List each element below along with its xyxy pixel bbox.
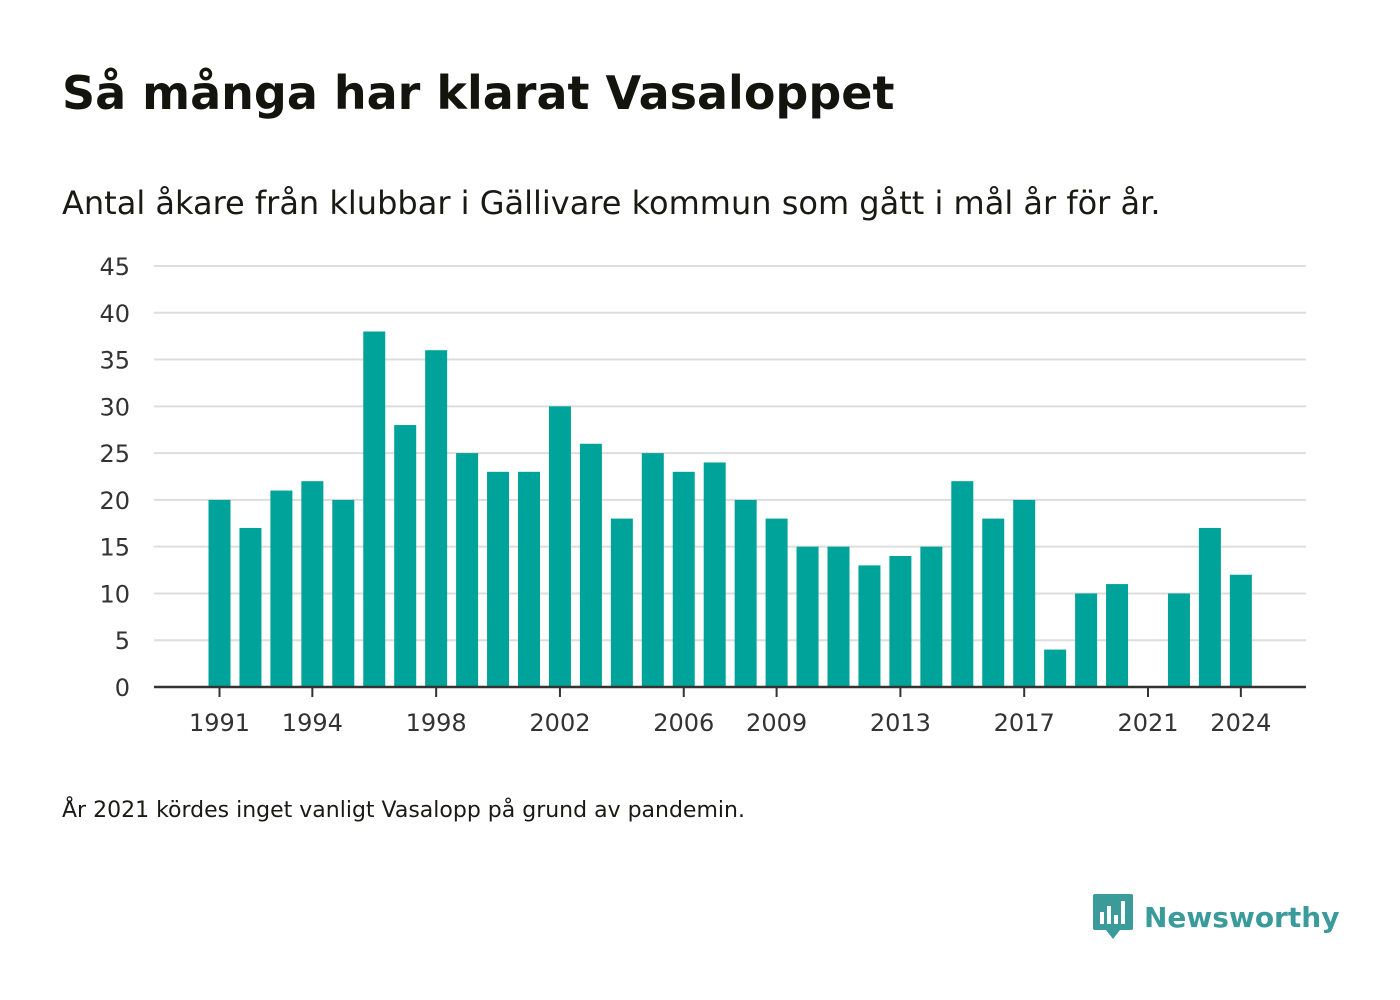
bar-2018	[1044, 649, 1067, 687]
bar-2002	[548, 406, 571, 687]
bar-2022	[1167, 593, 1190, 687]
x-tick-label: 2017	[994, 709, 1055, 737]
y-tick-label: 0	[115, 674, 130, 702]
bar-2009	[765, 518, 788, 687]
bar-1999	[456, 453, 479, 687]
bar-1996	[363, 331, 386, 687]
x-tick-label: 2013	[870, 709, 931, 737]
bar-2010	[796, 546, 819, 687]
bar-1997	[394, 425, 417, 687]
x-tick-label: 2006	[653, 709, 714, 737]
y-tick-label: 25	[99, 440, 130, 468]
bar-chart: 0 5 10 15 20 25 30 35 40 45 1991 1994 1998 2002 2006 20…	[99, 253, 1306, 737]
y-tick-label: 5	[115, 627, 130, 655]
bar-1998	[425, 350, 448, 687]
y-tick-label: 40	[99, 300, 130, 328]
bar-2000	[487, 471, 510, 687]
x-tick-label: 2021	[1117, 709, 1178, 737]
x-tick-label: 2002	[529, 709, 590, 737]
footnote: År 2021 kördes inget vanligt Vasalopp på…	[62, 798, 745, 823]
brand-logo: Newsworthy	[1092, 892, 1339, 942]
bar-1991	[208, 499, 231, 687]
y-tick-label: 35	[99, 347, 130, 375]
bar-2004	[610, 518, 633, 687]
axes: 0 5 10 15 20 25 30 35 40 45 1991 1994 1998 2002 2006 20…	[99, 253, 1306, 737]
bar-2005	[641, 453, 664, 687]
bar-2012	[858, 565, 881, 687]
chart-subtitle: Antal åkare från klubbar i Gällivare kom…	[62, 184, 1161, 222]
bar-chart-speech-icon	[1093, 894, 1133, 939]
gridlines	[154, 265, 1306, 642]
chart-title: Så många har klarat Vasaloppet	[62, 66, 895, 120]
bar-2013	[889, 556, 912, 687]
bar-2023	[1198, 527, 1221, 687]
bar-2019	[1075, 593, 1098, 687]
y-tick-label: 30	[99, 393, 130, 421]
y-tick-label: 20	[99, 487, 130, 515]
brand-name: Newsworthy	[1144, 900, 1340, 934]
x-tick-label: 1998	[406, 709, 467, 737]
bar-1994	[301, 481, 324, 687]
x-tick-label: 1991	[189, 709, 250, 737]
bar-2007	[703, 462, 726, 687]
bar-2001	[518, 471, 540, 687]
bar-2024	[1229, 574, 1252, 687]
bar-2011	[827, 546, 850, 687]
bar-2014	[920, 546, 943, 687]
bars	[208, 331, 1252, 687]
x-tick-label: 1994	[282, 709, 343, 737]
x-tick-label: 2009	[746, 709, 807, 737]
y-tick-label: 15	[99, 534, 130, 562]
bar-1993	[270, 490, 293, 687]
bar-2020	[1106, 584, 1129, 687]
y-tick-label: 45	[99, 253, 130, 281]
bar-1995	[332, 499, 355, 687]
bar-2003	[579, 443, 602, 687]
bar-2006	[672, 471, 695, 687]
bar-2015	[951, 481, 974, 687]
bar-2017	[1013, 499, 1036, 687]
bar-2008	[734, 499, 757, 687]
bar-2016	[982, 518, 1005, 687]
bar-1992	[239, 527, 262, 687]
x-tick-label: 2024	[1210, 709, 1271, 737]
y-tick-label: 10	[99, 580, 130, 608]
